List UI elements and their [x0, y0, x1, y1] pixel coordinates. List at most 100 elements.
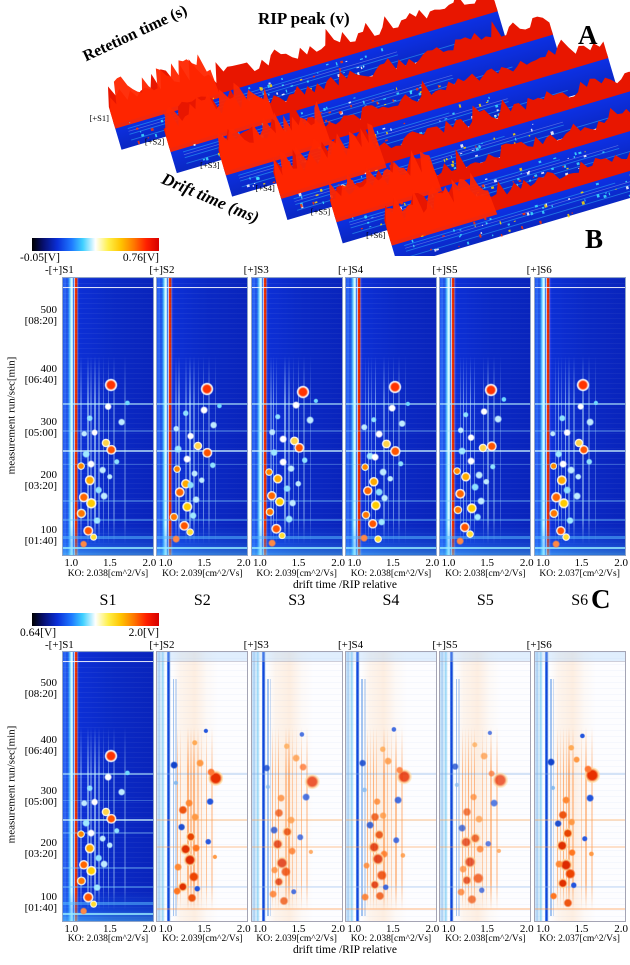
- heatmap-streak: [277, 727, 280, 911]
- sample-label: S2: [193, 592, 211, 609]
- heatmap-spot: [551, 492, 562, 503]
- heatmap-streak: [214, 355, 217, 544]
- x-tick: 2.0: [519, 923, 534, 935]
- heatmap-spot: [394, 796, 403, 804]
- heatmap-spot: [278, 435, 287, 444]
- heatmap-streak: [552, 678, 555, 916]
- heatmap-streak: [90, 355, 92, 544]
- heatmap-spot: [113, 458, 120, 466]
- heatmap-band: [440, 518, 531, 521]
- heatmap-spot: [82, 892, 94, 903]
- heatmap-streak: [390, 727, 393, 911]
- heatmap-streak: [560, 355, 563, 544]
- colorbar-b-min-label: -0.05[V]: [20, 252, 60, 264]
- heatmap-streak: [490, 727, 493, 911]
- heatmap-c-s4: [344, 651, 437, 922]
- heatmap-spot: [381, 439, 392, 449]
- heatmap-spot: [380, 850, 389, 859]
- k0-label: KO: 2.039[cm^2/Vs]: [162, 569, 243, 579]
- heatmap-spot: [182, 501, 193, 512]
- heatmap-spot: [460, 471, 472, 483]
- heatmap-streak: [455, 678, 458, 916]
- heatmap-streak: [395, 727, 398, 911]
- heatmap-streak: [557, 355, 560, 544]
- heatmap-spot: [567, 466, 575, 475]
- heatmap-spot: [172, 425, 180, 432]
- heatmap-band: [157, 535, 248, 539]
- heatmap-spot: [191, 739, 198, 747]
- heatmap-band: [440, 818, 531, 821]
- heatmap-spot: [89, 533, 98, 542]
- heatmap-streak: [565, 727, 568, 911]
- heatmap-spot: [578, 444, 589, 455]
- heatmap-spot: [546, 757, 555, 766]
- heatmap-streak: [363, 678, 366, 916]
- heatmap-spot: [490, 799, 499, 808]
- heatmap-band: [534, 499, 625, 502]
- heatmap-band: [157, 886, 248, 889]
- heatmap-spot: [84, 843, 95, 854]
- heatmap-spot: [280, 866, 292, 878]
- heatmap-spot: [373, 797, 382, 806]
- heatmap-spot: [209, 462, 216, 469]
- panel-header: [+]S3: [243, 639, 269, 651]
- heatmap-spot: [190, 469, 199, 478]
- heatmap-band: [251, 818, 342, 821]
- heatmap-band: [63, 430, 153, 432]
- heatmap-spot: [476, 845, 485, 854]
- heatmap-spot: [283, 742, 290, 750]
- x-tick: 2.0: [425, 557, 440, 569]
- heatmap-spot: [193, 441, 203, 451]
- heatmap-spot: [371, 453, 380, 462]
- waterfall-strip: [384, 108, 630, 256]
- heatmap-spot: [101, 807, 111, 817]
- heatmap-spot: [308, 849, 314, 855]
- heatmap-c-s2: [156, 651, 249, 922]
- heatmap-spot: [180, 478, 191, 489]
- heatmap-band: [63, 912, 153, 915]
- heatmap-spot: [557, 878, 569, 889]
- heatmap-band: [251, 518, 342, 521]
- x-tick: 1.0: [252, 557, 267, 569]
- heatmap-spot: [292, 754, 301, 762]
- heatmap-spot: [558, 498, 570, 509]
- heatmap-spot: [458, 446, 467, 455]
- heatmap-spot: [486, 441, 497, 452]
- heatmap-spot: [79, 906, 88, 915]
- heatmap-spot: [272, 473, 283, 484]
- heatmap-spot: [366, 451, 375, 460]
- heatmap-streak: [309, 355, 312, 544]
- x-tick: 1.0: [441, 557, 456, 569]
- x-tick: 1.5: [574, 557, 589, 569]
- panel-c-x-axis-label: drift time /RIP relative: [292, 944, 397, 956]
- heatmap-spot: [570, 882, 578, 889]
- k0-label: KO: 2.038[cm^2/Vs]: [350, 569, 432, 579]
- y-tick: 200 [03:20]: [2, 469, 57, 492]
- heatmap-streak: [382, 355, 385, 544]
- heatmap-c-s3: [250, 651, 343, 922]
- heatmap-spot: [305, 416, 314, 425]
- heatmap-streak: [564, 355, 567, 544]
- heatmap-spot: [568, 848, 577, 857]
- heatmap-band: [157, 845, 248, 848]
- heatmap-streak: [175, 678, 177, 916]
- heatmap-spot: [170, 761, 179, 769]
- heatmap-spot: [86, 414, 93, 422]
- heatmap-spot: [453, 466, 462, 475]
- heatmap-spot: [296, 385, 310, 399]
- heatmap-streak: [300, 727, 303, 911]
- heatmap-band: [251, 907, 342, 910]
- heatmap-spot: [562, 828, 573, 839]
- heatmap-spot: [271, 838, 284, 850]
- heatmap-spot: [574, 437, 584, 448]
- heatmap-spot: [382, 883, 389, 891]
- heatmap-spot: [266, 490, 278, 501]
- heatmap-spot: [378, 467, 387, 476]
- heatmap-spot: [279, 896, 289, 906]
- strip-label: [+S5]: [311, 207, 331, 217]
- heatmap-spot: [124, 770, 130, 776]
- heatmap-spot: [473, 513, 482, 522]
- heatmap-spot: [182, 409, 189, 417]
- heatmap-b-s1: [62, 277, 154, 556]
- x-tick: 1.0: [158, 557, 173, 569]
